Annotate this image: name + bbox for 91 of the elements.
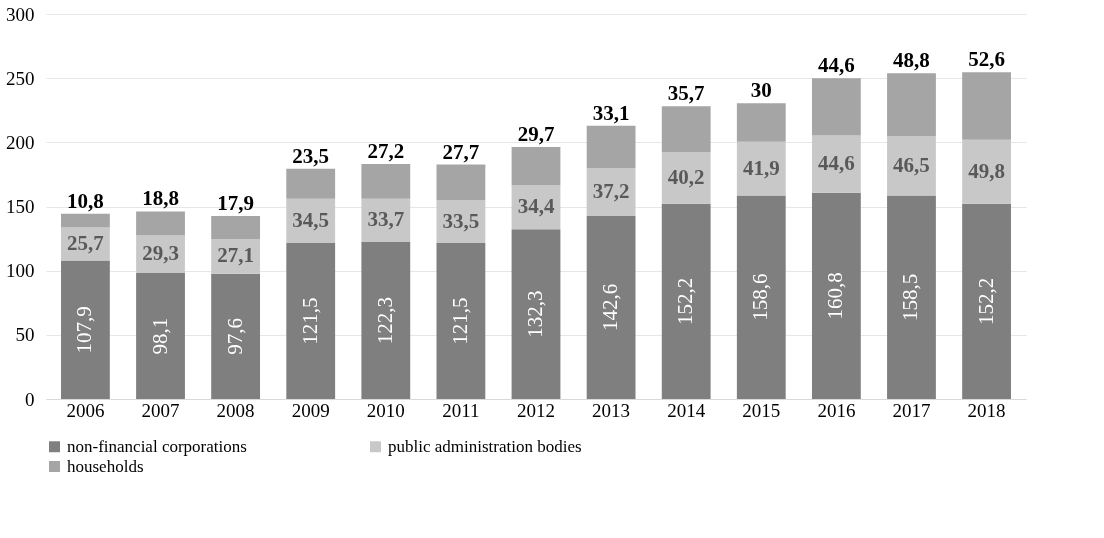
bar xyxy=(136,211,185,236)
bar xyxy=(661,203,711,399)
bar xyxy=(811,192,861,399)
data-label: 48,8 xyxy=(893,48,930,73)
bar xyxy=(286,243,336,399)
data-label: 97,6 xyxy=(222,318,247,355)
data-label: 98,1 xyxy=(147,317,172,355)
x-tick-label: 2007 xyxy=(141,399,180,421)
data-label: 121,5 xyxy=(297,297,322,345)
y-tick-label: 100 xyxy=(6,260,35,282)
bar xyxy=(361,163,411,199)
bar xyxy=(136,273,185,399)
data-label: 10,8 xyxy=(67,188,104,213)
bar xyxy=(887,135,936,196)
data-label: 107,9 xyxy=(72,306,97,354)
x-tick-label: 2011 xyxy=(442,399,480,421)
bar xyxy=(736,103,786,142)
bar xyxy=(511,229,561,399)
data-label: 158,5 xyxy=(898,273,923,321)
bar xyxy=(211,273,261,399)
data-label: 121,5 xyxy=(447,297,472,345)
bar xyxy=(887,195,936,399)
data-label: 33,7 xyxy=(367,207,405,232)
y-tick-label: 0 xyxy=(25,388,35,410)
data-label: 29,7 xyxy=(517,121,555,146)
data-label: 17,9 xyxy=(217,191,254,215)
x-tick-label: 2016 xyxy=(817,399,856,421)
x-tick-label: 2010 xyxy=(366,399,405,421)
x-tick-label: 2009 xyxy=(291,399,330,421)
bar xyxy=(962,72,1011,140)
data-label: 30 xyxy=(750,78,772,103)
bar xyxy=(61,213,110,228)
data-label: 18,8 xyxy=(142,186,179,211)
bar xyxy=(286,168,336,199)
data-label: 35,7 xyxy=(667,81,705,106)
data-label: 152,2 xyxy=(673,277,698,325)
y-tick-label: 200 xyxy=(6,131,35,153)
bar xyxy=(586,216,636,399)
data-label: 27,1 xyxy=(217,243,254,268)
x-tick-label: 2018 xyxy=(967,399,1006,421)
data-label: 34,5 xyxy=(292,207,330,232)
data-label: 142,6 xyxy=(598,283,623,332)
bar xyxy=(361,242,411,399)
y-tick-label: 300 xyxy=(6,3,35,25)
data-label: 46,5 xyxy=(893,152,930,177)
data-label: 52,6 xyxy=(968,47,1005,72)
data-label: 37,2 xyxy=(592,179,630,204)
data-label: 158,6 xyxy=(748,273,773,321)
legend-label: non-financial corporations xyxy=(67,436,247,456)
data-label: 40,2 xyxy=(667,164,705,189)
legend-label: households xyxy=(67,456,144,476)
y-tick-label: 50 xyxy=(15,324,35,346)
data-label: 44,6 xyxy=(818,53,855,78)
x-tick-label: 2006 xyxy=(66,399,105,421)
data-label: 44,6 xyxy=(818,151,855,176)
data-label: 33,5 xyxy=(442,208,480,233)
data-label: 29,3 xyxy=(142,241,179,266)
data-label: 49,8 xyxy=(968,158,1005,183)
bar xyxy=(511,146,561,186)
x-tick-label: 2008 xyxy=(216,399,255,421)
bar xyxy=(887,73,936,136)
data-label: 34,4 xyxy=(517,194,555,219)
data-label: 152,2 xyxy=(973,277,998,325)
bar xyxy=(586,125,636,169)
bar xyxy=(962,139,1011,204)
x-tick-label: 2014 xyxy=(667,399,706,421)
legend-label: public administration bodies xyxy=(388,436,582,456)
data-label: 27,7 xyxy=(442,139,480,164)
bar xyxy=(661,106,711,153)
x-tick-label: 2017 xyxy=(892,399,931,421)
data-label: 23,5 xyxy=(292,143,330,168)
data-label: 122,3 xyxy=(372,296,397,345)
x-tick-label: 2013 xyxy=(592,399,631,421)
bar xyxy=(436,164,486,201)
data-label: 33,1 xyxy=(592,100,630,125)
bar xyxy=(811,135,861,193)
bar xyxy=(962,203,1011,399)
data-label: 41,9 xyxy=(742,155,780,180)
data-label: 27,2 xyxy=(367,138,405,163)
bar xyxy=(436,243,486,399)
data-label: 25,7 xyxy=(67,231,104,256)
bar xyxy=(736,195,786,399)
bar xyxy=(211,216,261,239)
bar xyxy=(811,78,861,136)
x-tick-label: 2015 xyxy=(742,399,781,421)
y-tick-label: 250 xyxy=(6,67,35,89)
bar xyxy=(61,260,110,399)
data-label: 160,8 xyxy=(823,272,848,320)
data-label: 132,3 xyxy=(523,290,547,338)
y-tick-label: 150 xyxy=(6,196,35,217)
x-tick-label: 2012 xyxy=(517,399,555,421)
